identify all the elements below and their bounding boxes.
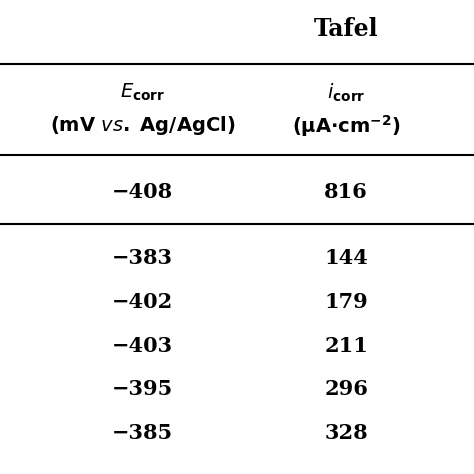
- Text: 296: 296: [324, 379, 368, 399]
- Text: 328: 328: [324, 423, 368, 443]
- Text: 179: 179: [324, 292, 368, 312]
- Text: −385: −385: [112, 423, 173, 443]
- Text: −402: −402: [111, 292, 173, 312]
- Text: −395: −395: [111, 379, 173, 399]
- Text: −408: −408: [112, 182, 173, 202]
- Text: 211: 211: [324, 336, 368, 356]
- Text: −403: −403: [112, 336, 173, 356]
- Text: Tafel: Tafel: [314, 17, 378, 41]
- Text: $\mathbf{\mathit{E}}_{\mathbf{corr}}$: $\mathbf{\mathit{E}}_{\mathbf{corr}}$: [119, 82, 165, 103]
- Text: −383: −383: [112, 248, 173, 268]
- Text: $\mathbf{(mV\ \mathit{vs}.\ Ag/AgCl)}$: $\mathbf{(mV\ \mathit{vs}.\ Ag/AgCl)}$: [49, 114, 235, 137]
- Text: 144: 144: [324, 248, 368, 268]
- Text: $\mathbf{(\mu A{\cdot}cm^{-2})}$: $\mathbf{(\mu A{\cdot}cm^{-2})}$: [292, 113, 401, 138]
- Text: 816: 816: [324, 182, 368, 202]
- Text: $\mathbf{\mathit{i}}_{\mathbf{corr}}$: $\mathbf{\mathit{i}}_{\mathbf{corr}}$: [327, 81, 365, 104]
